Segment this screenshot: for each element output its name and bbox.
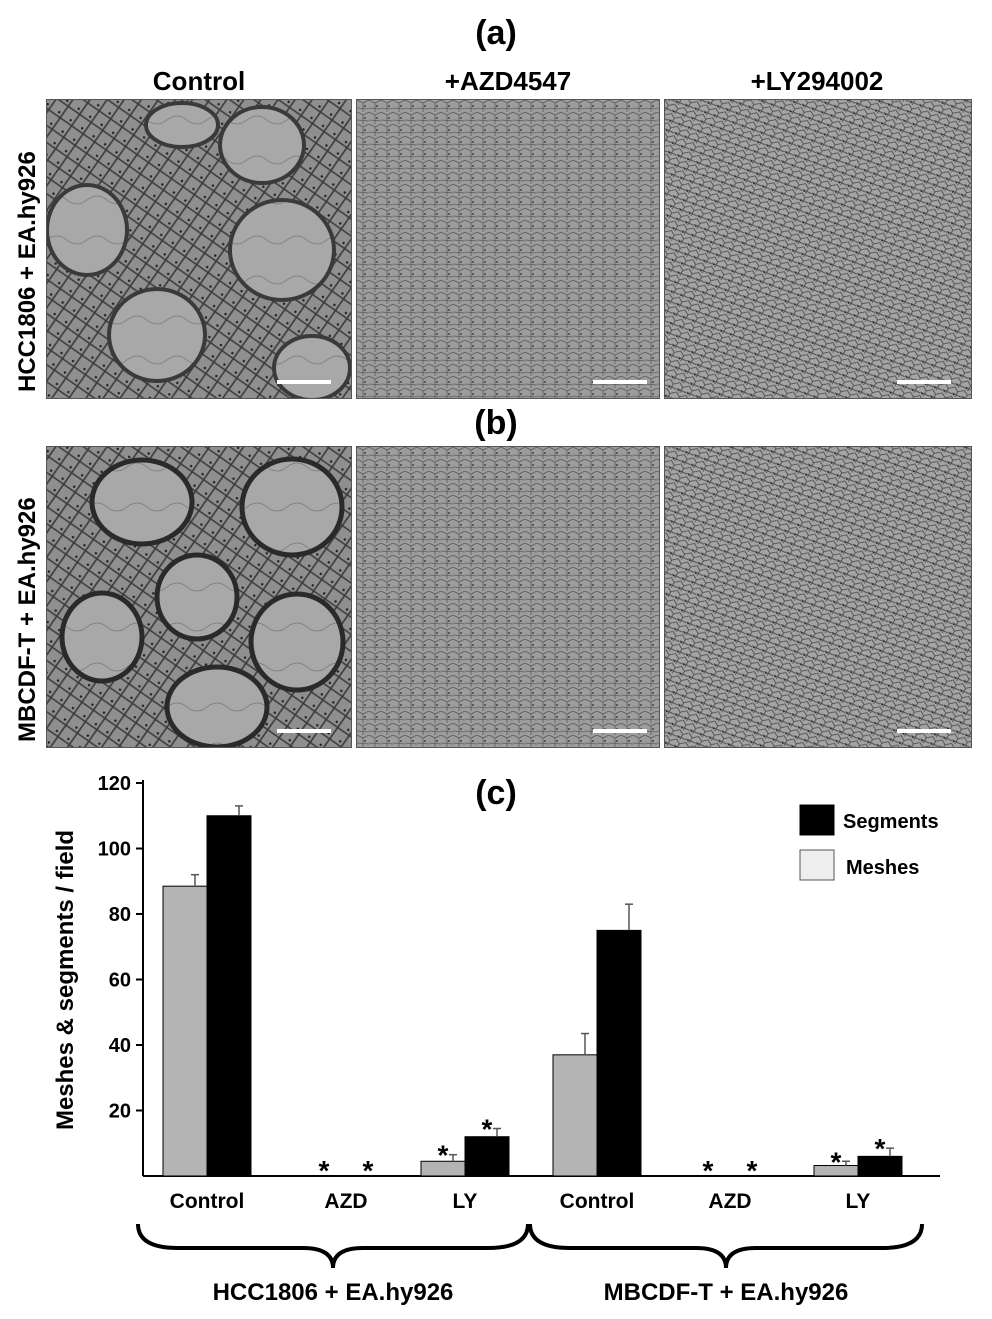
significance-star: * [831,1146,842,1177]
group-brace-mbcdf-t [528,1223,924,1269]
column-label-azd4547: +AZD4547 [444,66,572,96]
y-tick-label: 20 [109,1101,131,1123]
legend-swatch-segments [799,804,835,836]
y-tick-label: 100 [98,839,131,861]
x-tick-label: LY [846,1190,871,1213]
significance-star: * [747,1155,758,1186]
x-tick-label: AZD [708,1190,751,1213]
x-tick-label: Control [560,1190,635,1213]
row-label-mbcdf-t: MBCDF-T + EA.hy926 [14,497,41,742]
micrograph-mbcdf-t-ly294002 [664,446,972,748]
y-axis-label: Meshes & segments / field [52,830,79,1130]
micrograph-mbcdf-t-control [46,446,352,748]
significance-star: * [319,1155,330,1186]
y-tick-label: 80 [109,904,131,926]
micrograph-hcc1806-azd4547 [356,99,660,399]
panel-c-label: (c) [475,774,517,812]
micrograph-hcc1806-control [46,99,352,399]
legend-label-segments: Segments [843,811,939,833]
significance-star: * [438,1140,449,1171]
micrograph-mbcdf-t-azd4547 [356,446,660,748]
bar-chart: 20 40 60 80 100 120 Meshes & segments / field C… [0,760,992,1314]
panel-b-label: (b) [474,404,518,442]
micrograph-hcc1806-ly294002 [664,99,972,399]
y-tick-label: 40 [109,1035,131,1057]
bar-segments [857,1155,903,1177]
group-label-mbcdf-t: MBCDF-T + EA.hy926 [604,1279,849,1306]
significance-star: * [482,1114,493,1145]
legend-swatch-meshes [799,849,835,881]
significance-star: * [363,1155,374,1186]
significance-star: * [875,1133,886,1164]
column-label-control: Control [152,66,246,96]
group-brace-hcc1806 [136,1223,530,1269]
bar-meshes [162,885,208,1177]
y-tick-label: 120 [98,773,131,795]
x-tick-label: Control [170,1190,245,1213]
y-tick-label: 60 [109,970,131,992]
legend-label-meshes: Meshes [846,857,919,879]
x-tick-label: AZD [324,1190,367,1213]
bar-segments [464,1136,510,1177]
significance-star: * [703,1155,714,1186]
x-tick-label: LY [453,1190,478,1213]
bar-segments [596,929,642,1177]
group-label-hcc1806: HCC1806 + EA.hy926 [213,1279,454,1306]
column-label-ly294002: +LY294002 [750,66,884,96]
bar-meshes [552,1054,598,1177]
row-label-hcc1806: HCC1806 + EA.hy926 [14,151,41,392]
bar-segments [206,815,252,1177]
panel-a-label: (a) [475,14,517,52]
